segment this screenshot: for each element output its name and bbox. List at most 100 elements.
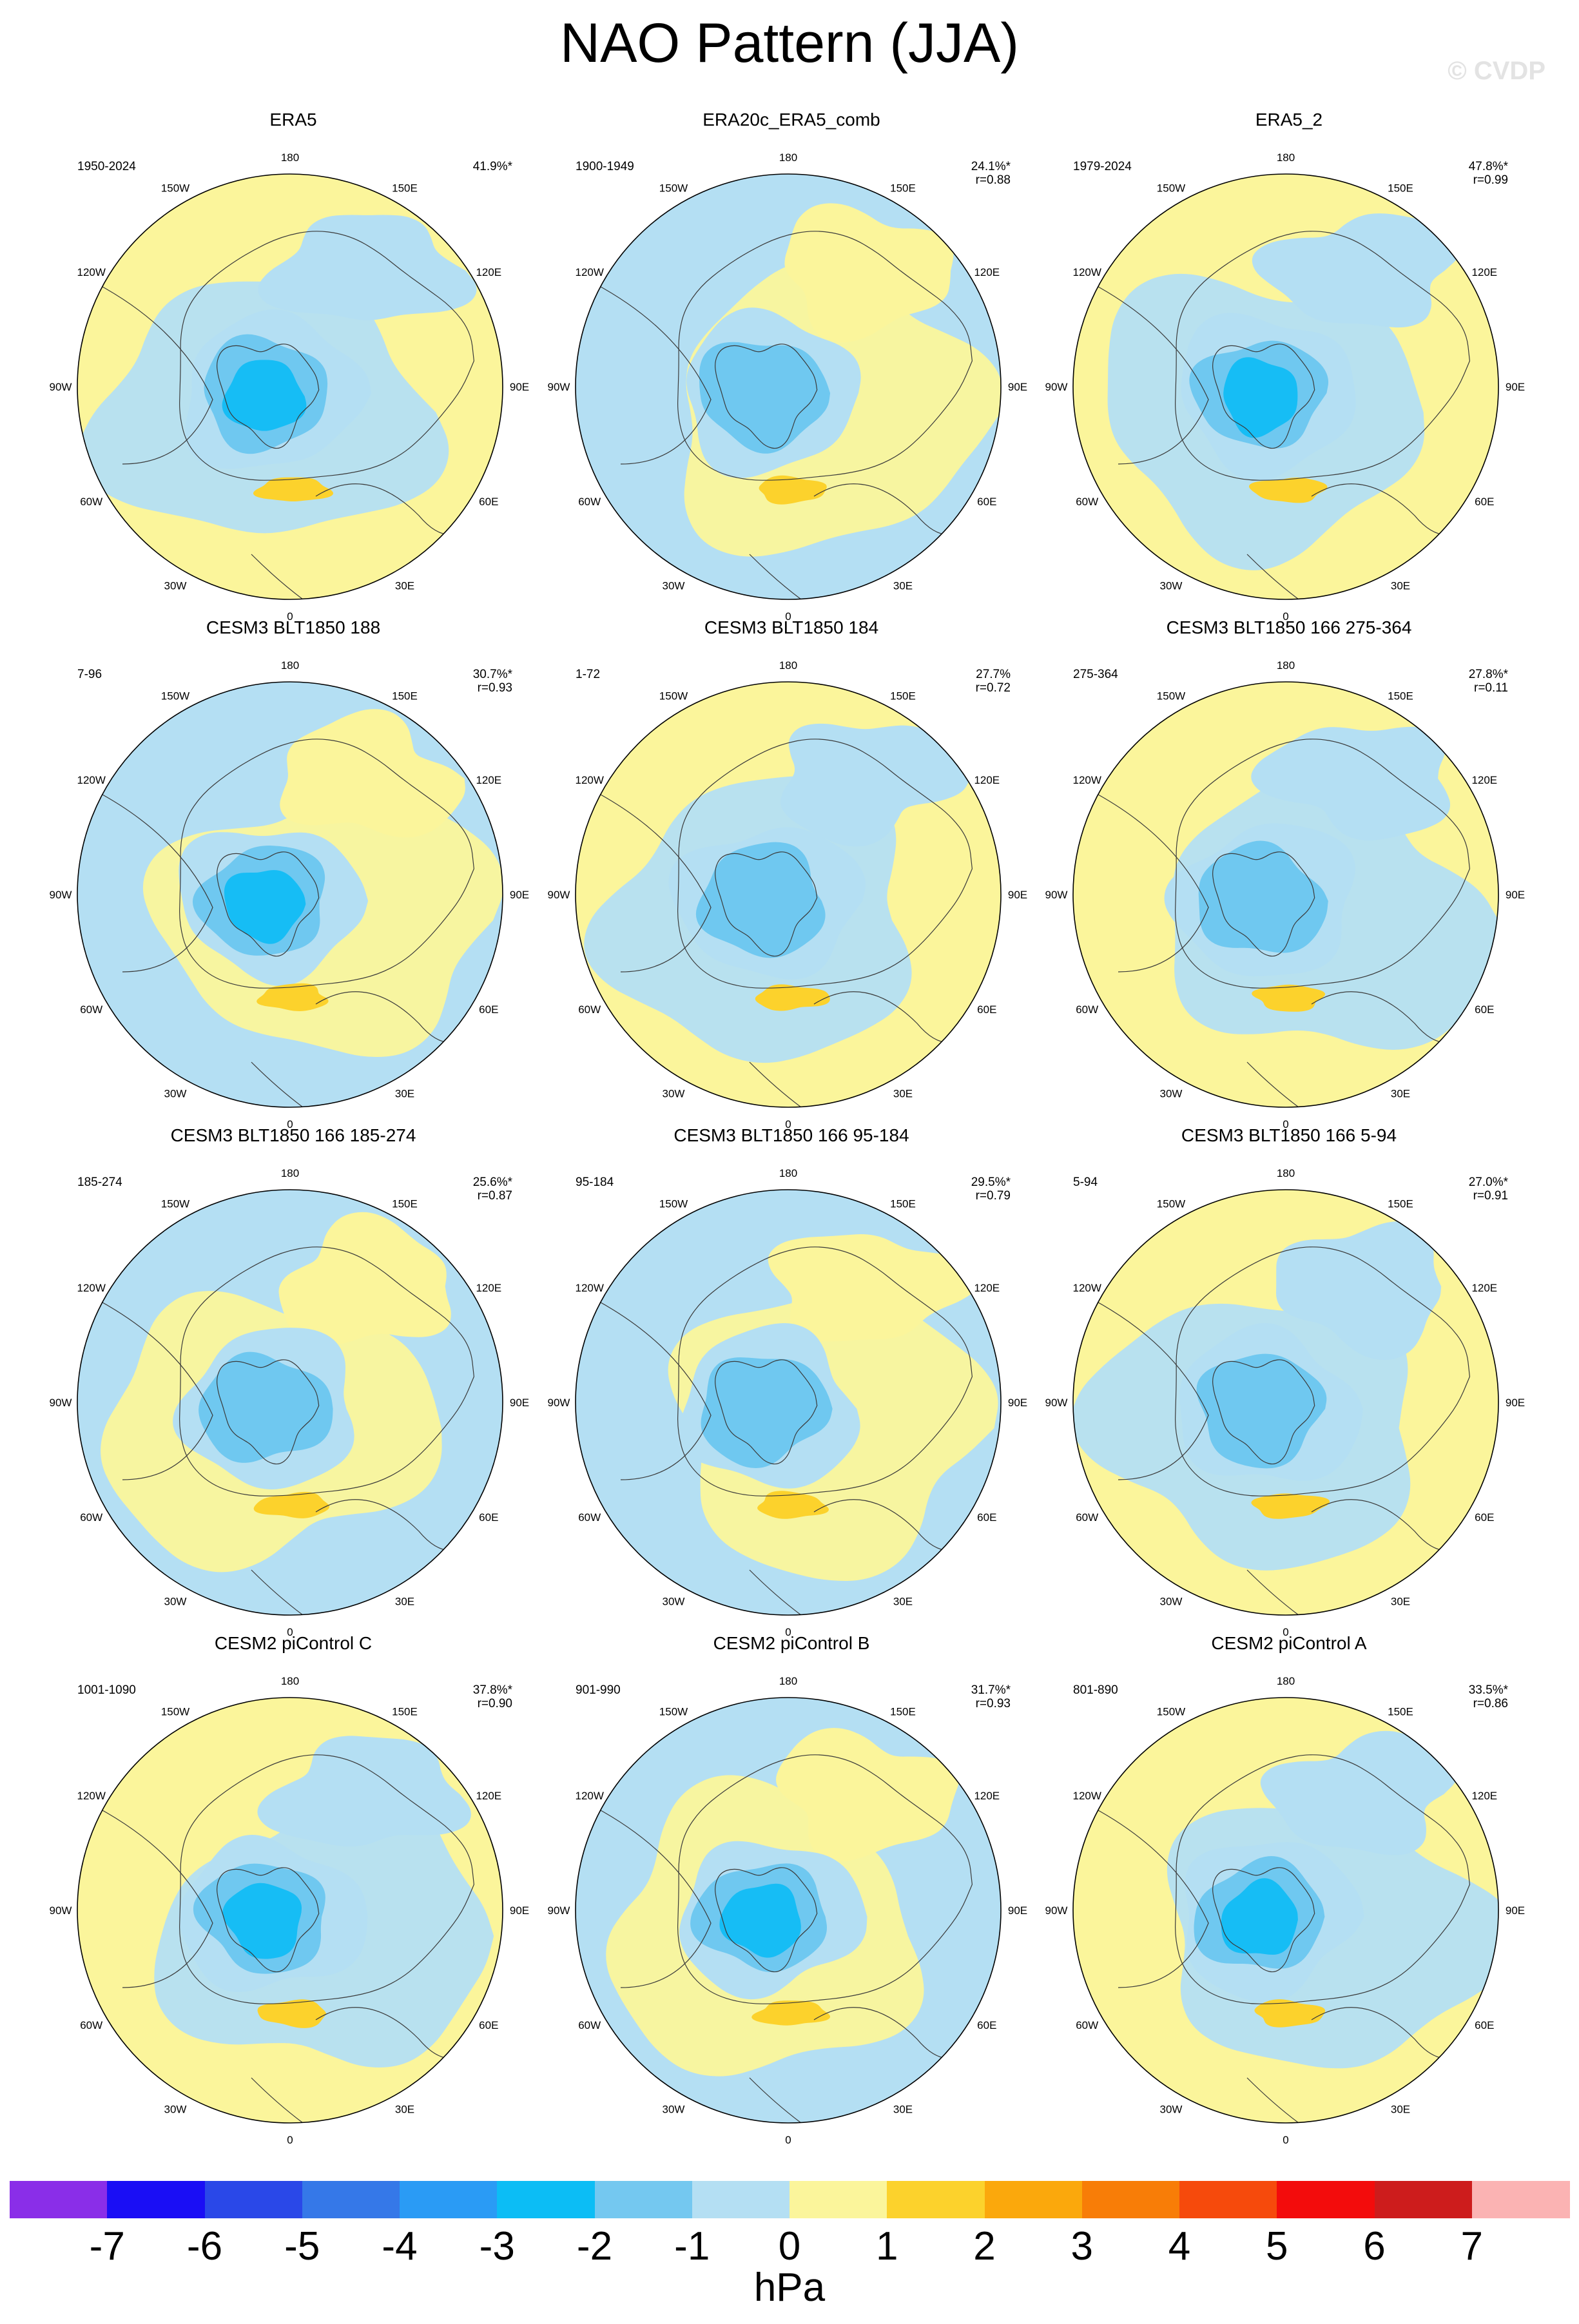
colorbar-tick-label: -3 [479,2224,515,2269]
panel-title: CESM3 BLT1850 166 5-94 [1181,1125,1397,1145]
longitude-label: 30W [164,579,187,592]
period-label: 275-364 [1073,668,1118,681]
period-label: 185-274 [77,1176,122,1189]
longitude-label: 120E [476,1282,501,1294]
colorbar-segment [594,2181,693,2218]
longitude-label: 120E [1471,1282,1497,1294]
colorbar-segment [1179,2181,1278,2218]
longitude-label: 120E [476,774,501,786]
coastlines [594,1754,982,2123]
longitude-label: 90W [50,889,72,901]
longitude-label: 60E [479,496,498,508]
colorbar-segment [302,2181,400,2218]
longitude-label: 150E [890,1706,916,1718]
field-region [258,215,477,320]
variance-stat: 31.7%* r=0.93 [971,1683,1011,1710]
longitude-label: 150E [1388,690,1413,702]
field-region [1260,1730,1458,1855]
longitude-label: 60W [578,2019,601,2031]
longitude-label: 150E [392,182,418,195]
high-center [1254,1999,1326,2028]
percent-variance: 41.9%* [472,160,512,173]
pattern-correlation: r=0.88 [975,173,1011,187]
longitude-label: 90W [548,889,570,901]
low-center [719,1883,801,1958]
longitude-label: 30W [164,1595,187,1607]
colorbar-segment [1471,2181,1570,2218]
longitude-label: 30E [893,579,913,592]
longitude-label: 120W [77,266,105,278]
map-panel: CESM3 BLT1850 166 95-184 95-184 29.5%* r=0.… [527,1125,1056,1638]
longitude-label: 150W [1157,690,1185,702]
polar-map: 180 150E 120E 90E 60E 30E 0 30W 60W 90W 120W 150W [1045,1167,1526,1638]
panel-title: CESM2 piControl B [713,1633,870,1653]
longitude-label: 90E [1008,1397,1027,1409]
longitude-label: 90W [548,1397,570,1409]
longitude-label: 90E [510,889,529,901]
polar-map: 180 150E 120E 90E 60E 30E 0 30W 60W 90W 120W 150W [1045,1675,1526,2146]
colorbar-tick-label: 1 [876,2224,898,2269]
longitude-label: 120W [1072,1282,1101,1294]
high-center [751,2000,831,2026]
longitude-label: 30W [1160,1595,1183,1607]
longitude-label: 120W [575,774,603,786]
pattern-correlation: r=0.93 [975,1697,1011,1710]
period-label: 1979-2024 [1073,160,1132,173]
longitude-label: 60E [977,1003,996,1016]
percent-variance: 33.5%* [1468,1683,1508,1697]
longitude-label: 120E [476,1790,501,1802]
period-label: 1900-1949 [576,160,634,173]
longitude-label: 90E [510,381,529,393]
longitude-label: 30W [663,1595,685,1607]
map-border [1072,173,1499,600]
longitude-label: 0 [785,610,791,623]
high-center [1248,477,1328,503]
period-label: 901-990 [576,1683,621,1697]
low-center [222,360,307,431]
percent-variance: 27.0%* [1468,1176,1508,1189]
longitude-label: 150W [161,1198,189,1210]
pattern-correlation: r=0.91 [1473,1189,1508,1203]
polar-map: 180 150E 120E 90E 60E 30E 0 30W 60W 90W 120W 150W [1045,151,1526,623]
longitude-label: 30W [663,579,685,592]
longitude-label: 30W [1160,579,1183,592]
panel-title: CESM3 BLT1850 166 185-274 [170,1125,416,1145]
longitude-label: 0 [287,1626,293,1638]
colorbar-segment [984,2181,1083,2218]
map-panel: CESM3 BLT1850 184 1-72 27.7% r=0.72 180 150E 1… [527,617,1056,1130]
longitude-label: 60W [1076,1003,1098,1016]
colorbar-tick-label: 6 [1363,2224,1386,2269]
longitude-label: 60E [1475,496,1494,508]
longitude-label: 90W [1045,889,1068,901]
low-core [695,842,826,958]
field-region [768,1234,982,1342]
high-center [759,475,827,505]
longitude-label: 90E [510,1397,529,1409]
colorbar-segment [497,2181,596,2218]
coastlines [594,739,982,1107]
period-label: 1950-2024 [77,160,136,173]
longitude-label: 60W [80,2019,102,2031]
longitude-label: 90E [1008,889,1027,901]
high-center [257,983,329,1011]
panel-title: CESM3 BLT1850 166 275-364 [1166,617,1412,637]
longitude-label: 120W [77,1282,105,1294]
longitude-label: 30E [395,1595,414,1607]
map-panel: CESM2 piControl A 801-890 33.5%* r=0.86 180 1… [1025,1633,1553,2146]
longitude-label: 60W [80,1511,102,1524]
map-border [77,1697,503,2124]
longitude-label: 150W [1157,1198,1185,1210]
low-center [1221,1878,1298,1955]
longitude-label: 120W [575,266,603,278]
longitude-label: 90E [1506,889,1525,901]
period-label: 5-94 [1073,1176,1098,1189]
longitude-label: 0 [785,2134,791,2146]
longitude-label: 180 [281,659,299,672]
map-panel: ERA5 1950-2024 41.9%* 180 150E 120E 90E 60E 30E 0… [29,110,557,623]
longitude-label: 180 [1277,1675,1295,1687]
longitude-label: 0 [1283,2134,1288,2146]
longitude-label: 30E [893,1087,913,1099]
percent-variance: 37.8%* [472,1683,512,1697]
map-border [77,1189,503,1616]
percent-variance: 27.7% [976,668,1011,681]
